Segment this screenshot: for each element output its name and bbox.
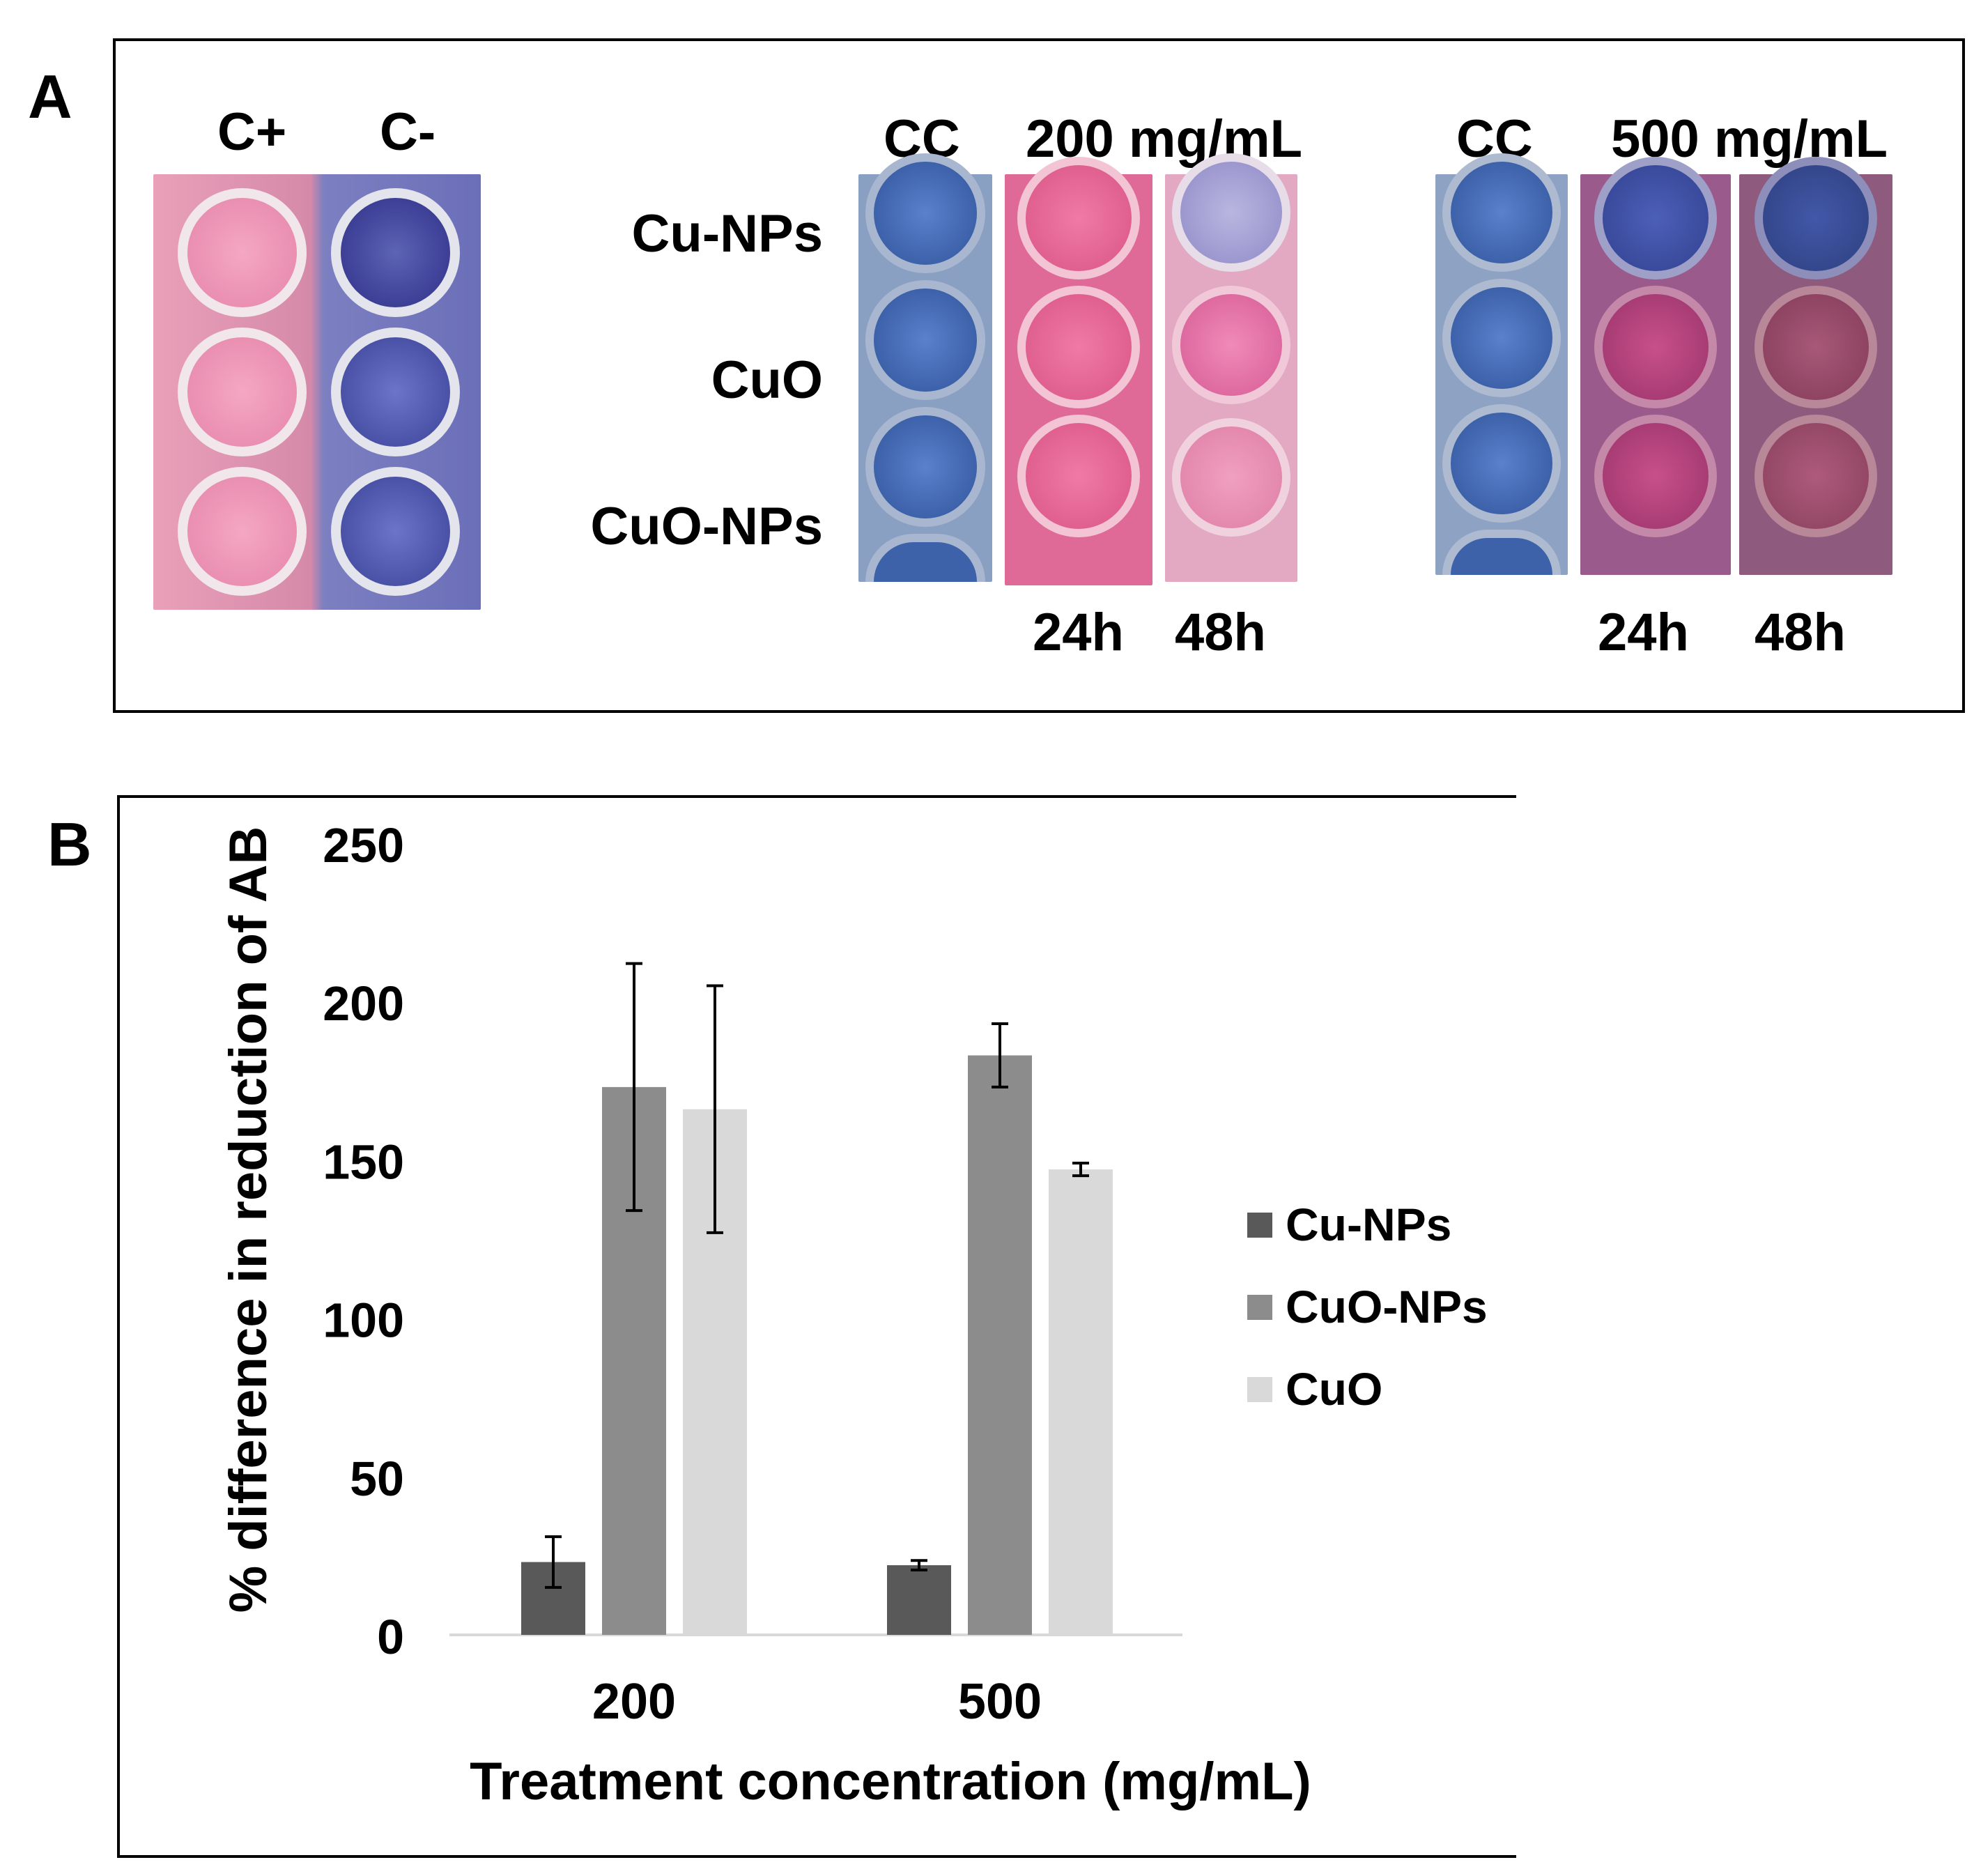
bar-cuo-500 [1049, 1169, 1113, 1635]
group1-24h-photo [1005, 157, 1152, 585]
legend-swatch [1247, 1295, 1272, 1320]
bar-cuo-nps-500 [968, 1055, 1032, 1635]
error-bar-cuo-nps-500 [992, 1022, 1008, 1089]
group2-24h-photo [1580, 157, 1731, 575]
group2-concentration-label: 500 mg/mL [1611, 109, 1888, 169]
group1-48h-label: 48h [1175, 603, 1266, 662]
panel-a-label: A [28, 62, 72, 131]
legend-label: CuO-NPs [1286, 1281, 1488, 1332]
error-bar-cuo-500 [1072, 1161, 1089, 1178]
bar-cu-nps-500 [887, 1565, 951, 1635]
y-tick-label: 200 [323, 976, 404, 1031]
legend-swatch [1247, 1213, 1272, 1238]
x-tick-label: 500 [958, 1674, 1042, 1730]
well-g1-48h-1 [1172, 153, 1290, 272]
panel-b-label: B [47, 810, 92, 879]
legend-swatch [1247, 1377, 1272, 1402]
row-label-cuo-nps: CuO-NPs [590, 497, 823, 556]
group2-24h-label: 24h [1598, 603, 1689, 662]
row-label-cu-nps: Cu-NPs [631, 204, 823, 263]
control-negative-label: C- [380, 102, 436, 162]
error-bar-cuo-nps-200 [626, 962, 642, 1213]
control-positive-label: C+ [217, 102, 287, 162]
legend-label: CuO [1286, 1363, 1382, 1415]
well-g2-cc-3 [1442, 404, 1561, 523]
x-axis-label: Treatment concentration (mg/mL) [470, 1752, 1311, 1811]
legend-item: Cu-NPs [1247, 1199, 1451, 1250]
group2-48h-label: 48h [1755, 603, 1846, 662]
y-tick-label: 150 [323, 1135, 404, 1189]
group2-48h-photo [1739, 157, 1892, 575]
y-tick-label: 0 [377, 1610, 404, 1664]
group1-cc-photo [858, 153, 992, 582]
y-tick-label: 100 [323, 1293, 404, 1348]
group1-48h-photo [1165, 153, 1297, 582]
legend-item: CuO-NPs [1247, 1281, 1488, 1332]
row-label-cuo: CuO [711, 351, 823, 410]
group1-concentration-label: 200 mg/mL [1026, 109, 1303, 169]
error-bar-cu-nps-200 [545, 1535, 562, 1589]
y-tick-label: 250 [323, 818, 404, 872]
control-wells-photo [153, 174, 481, 610]
error-bar-cuo-200 [707, 984, 723, 1234]
x-tick-label: 200 [592, 1674, 676, 1730]
legend-label: Cu-NPs [1286, 1199, 1451, 1250]
legend-item: CuO [1247, 1363, 1382, 1415]
panel-a-frame [113, 38, 1965, 713]
group2-cc-photo [1435, 153, 1568, 575]
y-tick-label: 50 [350, 1452, 404, 1506]
y-axis-label: % difference in reduction of AB [219, 826, 278, 1613]
group1-24h-label: 24h [1033, 603, 1124, 662]
error-bar-cu-nps-500 [911, 1559, 927, 1571]
